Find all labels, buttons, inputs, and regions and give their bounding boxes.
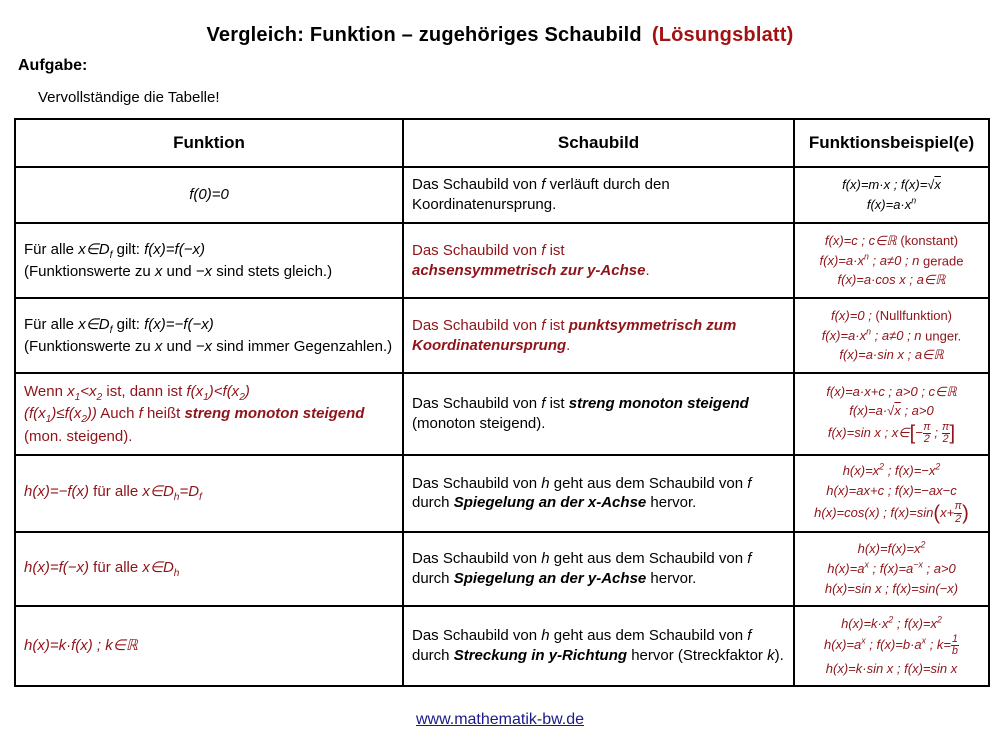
page-title-suffix: (Lösungsblatt) <box>651 24 794 46</box>
table-row: Wenn x1<x2 ist, dann ist f(x1)<f(x2) (f(x… <box>14 372 990 456</box>
table-header-row: Funktion Schaubild Funktionsbeispiel(e) <box>14 118 990 168</box>
cell-beispiele: h(x)=f(x)=x2 h(x)=ax ; f(x)=a−x ; a>0 h(x)… <box>793 530 990 607</box>
cell-schaubild: Das Schaubild von h geht aus dem Schaubi… <box>402 454 795 533</box>
table-row: h(x)=f(−x) für alle x∈Dh Das Schaubild v… <box>14 530 990 607</box>
page-title-main: Vergleich: Funktion – zugehöriges Schaub… <box>206 24 642 46</box>
cell-funktion: f(0)=0 <box>14 166 404 224</box>
table-row: Für alle x∈Df gilt: f(x)=−f(−x) (Funktion… <box>14 297 990 374</box>
cell-beispiele: f(x)=m·x ; f(x)=√x f(x)=a·xn <box>793 166 990 224</box>
footer-link[interactable]: www.mathematik-bw.de <box>415 710 585 728</box>
cell-beispiele: f(x)=a·x+c ; a>0 ; c∈ℝ f(x)=a·√x ; a>0 f(x… <box>793 372 990 456</box>
column-header-funktion: Funktion <box>14 118 404 168</box>
cell-beispiele: h(x)=x2 ; f(x)=−x2 h(x)=ax+c ; f(x)=−ax−c… <box>793 454 990 533</box>
worksheet-page: Vergleich: Funktion – zugehöriges Schaub… <box>0 24 1000 729</box>
table-row: h(x)=k·f(x) ; k∈ℝ Das Schaubild von h ge… <box>14 604 990 687</box>
instruction-text: Vervollständige die Tabelle! <box>38 89 220 106</box>
comparison-table: Funktion Schaubild Funktionsbeispiel(e) … <box>14 118 990 687</box>
table-row: h(x)=−f(x) für alle x∈Dh=Df Das Schaubil… <box>14 454 990 533</box>
cell-schaubild: Das Schaubild von h geht aus dem Schaubi… <box>402 530 795 607</box>
cell-funktion: h(x)=k·f(x) ; k∈ℝ <box>14 604 404 687</box>
column-header-schaubild: Schaubild <box>402 118 795 168</box>
cell-funktion: Wenn x1<x2 ist, dann ist f(x1)<f(x2) (f(x… <box>14 372 404 456</box>
footer: www.mathematik-bw.de <box>0 711 1000 729</box>
cell-funktion: Für alle x∈Df gilt: f(x)=−f(−x) (Funktion… <box>14 297 404 374</box>
cell-beispiele: h(x)=k·x2 ; f(x)=x2 h(x)=ax ; f(x)=b·ax ;… <box>793 604 990 687</box>
cell-schaubild: Das Schaubild von h geht aus dem Schaubi… <box>402 604 795 687</box>
cell-beispiele: f(x)=0 ; (Nullfunktion) f(x)=a·xn ; a≠0 ;… <box>793 297 990 374</box>
page-title: Vergleich: Funktion – zugehöriges Schaub… <box>0 24 1000 47</box>
cell-schaubild: Das Schaubild von f ist achsensymmetrisch… <box>402 222 795 299</box>
cell-schaubild: Das Schaubild von f ist punktsymmetrisch… <box>402 297 795 374</box>
cell-schaubild: Das Schaubild von f verläuft durch den K… <box>402 166 795 224</box>
cell-beispiele: f(x)=c ; c∈ℝ (konstant) f(x)=a·xn ; a≠0 ;… <box>793 222 990 299</box>
table-row: Für alle x∈Df gilt: f(x)=f(−x) (Funktions… <box>14 222 990 299</box>
cell-schaubild: Das Schaubild von f ist streng monoton s… <box>402 372 795 456</box>
table-row: f(0)=0 Das Schaubild von f verläuft durc… <box>14 166 990 224</box>
cell-funktion: Für alle x∈Df gilt: f(x)=f(−x) (Funktions… <box>14 222 404 299</box>
cell-funktion: h(x)=−f(x) für alle x∈Dh=Df <box>14 454 404 533</box>
cell-funktion: h(x)=f(−x) für alle x∈Dh <box>14 530 404 607</box>
task-label: Aufgabe: <box>18 57 88 74</box>
column-header-funktionsbeispiele: Funktionsbeispiel(e) <box>793 118 990 168</box>
